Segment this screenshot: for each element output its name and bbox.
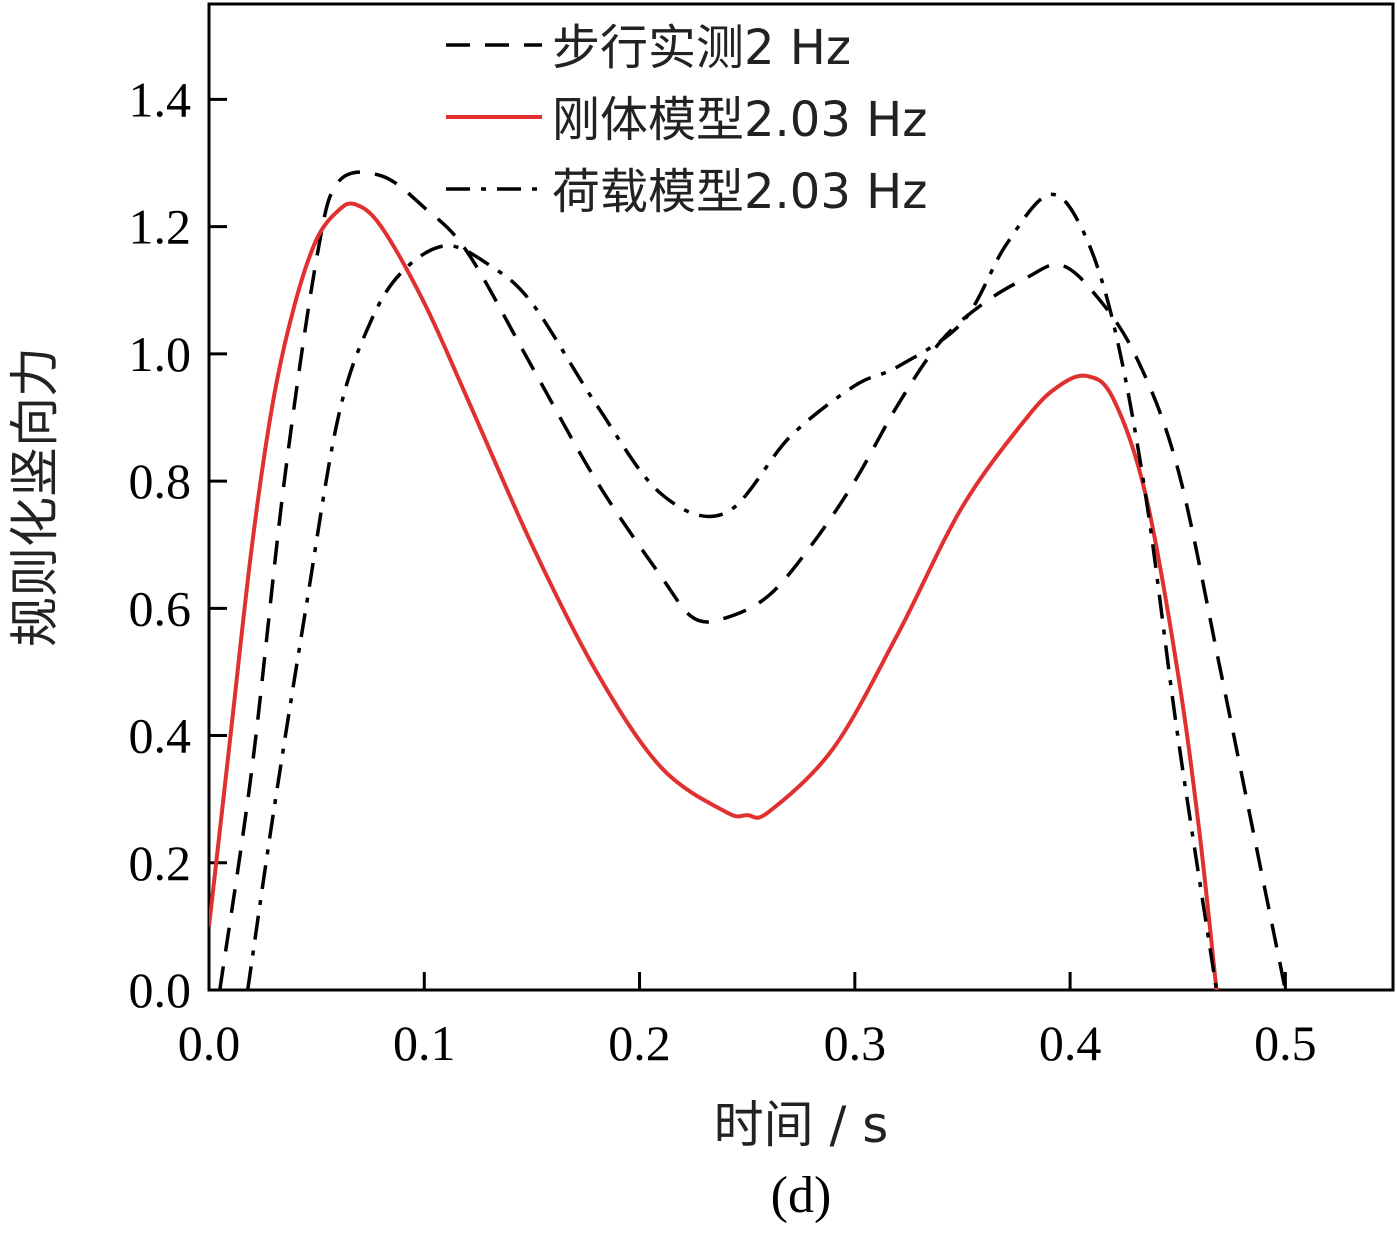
axis-ticks: 0.0 0.1 0.2 0.3 0.4 0.5 0.0 0.2 0.4 0.6 0.8 1.0 1.2 1… [129, 71, 1317, 1071]
x-tick-label: 0.4 [1039, 1015, 1102, 1071]
y-tick-label: 0.6 [129, 580, 192, 636]
legend-label-2: 刚体模型2.03 Hz [552, 92, 927, 148]
legend-label-3: 荷载模型2.03 Hz [552, 164, 927, 220]
x-tick-label: 0.3 [824, 1015, 887, 1071]
y-tick-label: 0.0 [129, 962, 192, 1018]
legend: 步行实测2 Hz 刚体模型2.03 Hz 荷载模型2.03 Hz [446, 20, 927, 220]
y-tick-label: 0.4 [129, 708, 192, 764]
x-tick-label: 0.5 [1254, 1015, 1317, 1071]
y-tick-label: 1.4 [129, 71, 192, 127]
x-tick-label: 0.2 [608, 1015, 671, 1071]
series-line-2 [209, 201, 1219, 990]
series-group [209, 170, 1288, 990]
series-line-3 [245, 192, 1219, 990]
y-tick-label: 1.2 [129, 199, 192, 255]
plot-frame [207, 2, 1395, 992]
legend-label-1: 步行实测2 Hz [552, 20, 851, 76]
x-tick-label: 0.0 [178, 1015, 241, 1071]
series-line-1 [218, 170, 1288, 990]
y-axis-title: 规则化竖向力 [6, 347, 64, 647]
y-tick-label: 0.8 [129, 453, 192, 509]
x-axis-title: 时间 / s [714, 1096, 889, 1154]
y-tick-label: 0.2 [129, 835, 192, 891]
chart-caption: (d) [771, 1167, 832, 1224]
x-tick-label: 0.1 [393, 1015, 456, 1071]
y-tick-label: 1.0 [129, 326, 192, 382]
